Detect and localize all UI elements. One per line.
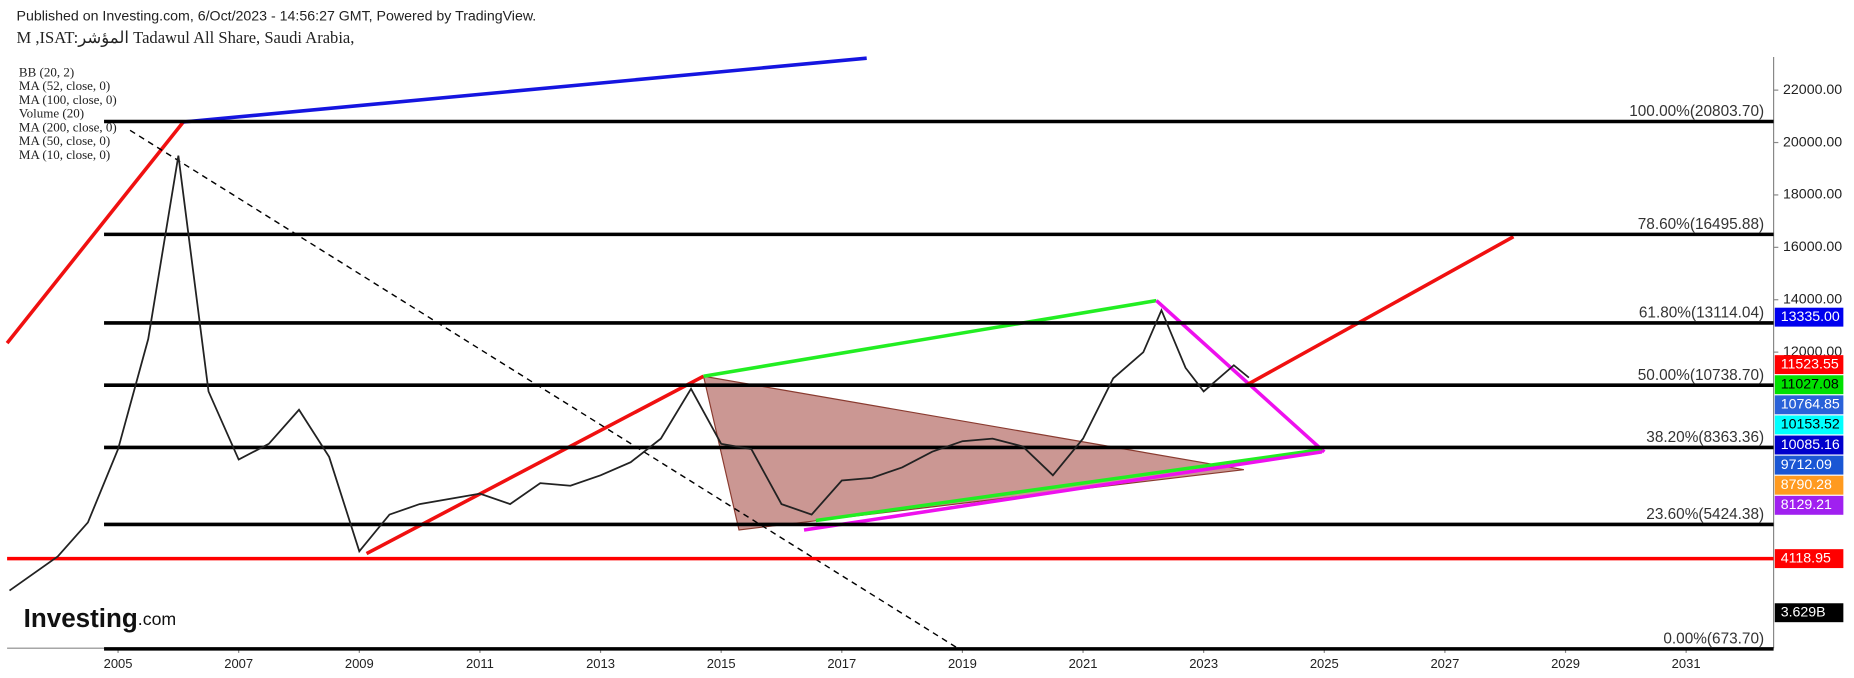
y-tick-label: 18000.00: [1783, 187, 1842, 203]
logo: Investing.com: [24, 603, 177, 633]
trend-line: [1246, 235, 1515, 387]
trend-line: [183, 56, 867, 124]
price-label-bg: [1774, 435, 1844, 455]
x-tick-label: 2007: [224, 656, 253, 671]
drawings: [5, 56, 1515, 649]
trend-line: [803, 450, 1323, 532]
indicator: MA (50, close, 0): [19, 133, 110, 148]
trend-line: [703, 298, 1157, 378]
price-label-bg: [1774, 395, 1844, 415]
volume-label: 3.629B: [1781, 604, 1826, 620]
y-tick-label: 20000.00: [1783, 134, 1842, 150]
x-tick-label: 2021: [1069, 656, 1098, 671]
price-label: 10153.52: [1781, 417, 1840, 433]
indicator: MA (10, close, 0): [19, 147, 110, 162]
y-tick-label: 14000.00: [1783, 291, 1842, 307]
trend-line: [815, 447, 1323, 523]
price-label: 11027.08: [1781, 376, 1839, 392]
price-label-bg: [1774, 455, 1844, 475]
trend-line: [1155, 299, 1326, 454]
price-label: 10764.85: [1781, 397, 1840, 413]
price-label: 13335.00: [1781, 309, 1840, 325]
x-tick-label: 2013: [586, 656, 615, 671]
price-label: 9712.09: [1781, 457, 1832, 473]
trend-line: [365, 374, 705, 556]
x-tick-label: 2023: [1189, 656, 1218, 671]
triangle: [702, 375, 1244, 531]
price-label: 8790.28: [1781, 477, 1832, 493]
x-tick-label: 2009: [345, 656, 374, 671]
price-line: [8, 155, 1250, 592]
trend-line: [5, 120, 185, 345]
trend-line: [129, 129, 959, 649]
y-tick-label: 22000.00: [1783, 82, 1842, 98]
fib-label: 38.20%(8363.36): [1646, 429, 1764, 446]
price-label-bg: [1774, 549, 1844, 569]
x-tick-label: 2025: [1310, 656, 1339, 671]
x-tick-label: 2019: [948, 656, 977, 671]
fib-label: 61.80%(13114.04): [1639, 305, 1764, 322]
volume-label-bg: [1774, 603, 1844, 623]
fib-label: 50.00%(10738.70): [1638, 367, 1764, 384]
price-label-bg: [1774, 355, 1844, 375]
price-label-bg: [1774, 415, 1844, 435]
x-tick-label: 2017: [827, 656, 856, 671]
fib-label: 78.60%(16495.88): [1638, 216, 1764, 233]
indicator: MA (200, close, 0): [19, 119, 117, 134]
indicator: MA (100, close, 0): [19, 92, 117, 107]
price-label-bg: [1774, 495, 1844, 515]
price-label-bg: [1774, 475, 1844, 495]
symbol: M ,ISAT:المؤشر Tadawul All Share, Saudi …: [17, 28, 355, 48]
y-tick-label: 16000.00: [1783, 239, 1842, 255]
price-label-bg: [1774, 307, 1844, 327]
x-tick-label: 2005: [104, 656, 133, 671]
price-label: 8129.21: [1781, 497, 1832, 513]
x-tick-label: 2011: [466, 656, 494, 671]
indicator: BB (20, 2): [19, 65, 74, 80]
indicator: MA (52, close, 0): [19, 78, 110, 93]
x-tick-label: 2029: [1551, 656, 1580, 671]
x-tick-label: 2015: [707, 656, 736, 671]
price-label: 11523.55: [1781, 356, 1839, 372]
price-label: 4118.95: [1781, 550, 1831, 566]
indicator: Volume (20): [19, 106, 84, 121]
published: Published on Investing.com, 6/Oct/2023 -…: [17, 9, 537, 25]
fib-label: 0.00%(673.70): [1663, 630, 1764, 647]
price-label: 10085.16: [1781, 437, 1840, 453]
price-label-bg: [1774, 375, 1844, 395]
fib-label: 23.60%(5424.38): [1646, 506, 1764, 523]
x-tick-label: 2031: [1672, 656, 1701, 671]
x-tick-label: 2027: [1430, 656, 1459, 671]
fib-label: 100.00%(20803.70): [1629, 103, 1764, 120]
